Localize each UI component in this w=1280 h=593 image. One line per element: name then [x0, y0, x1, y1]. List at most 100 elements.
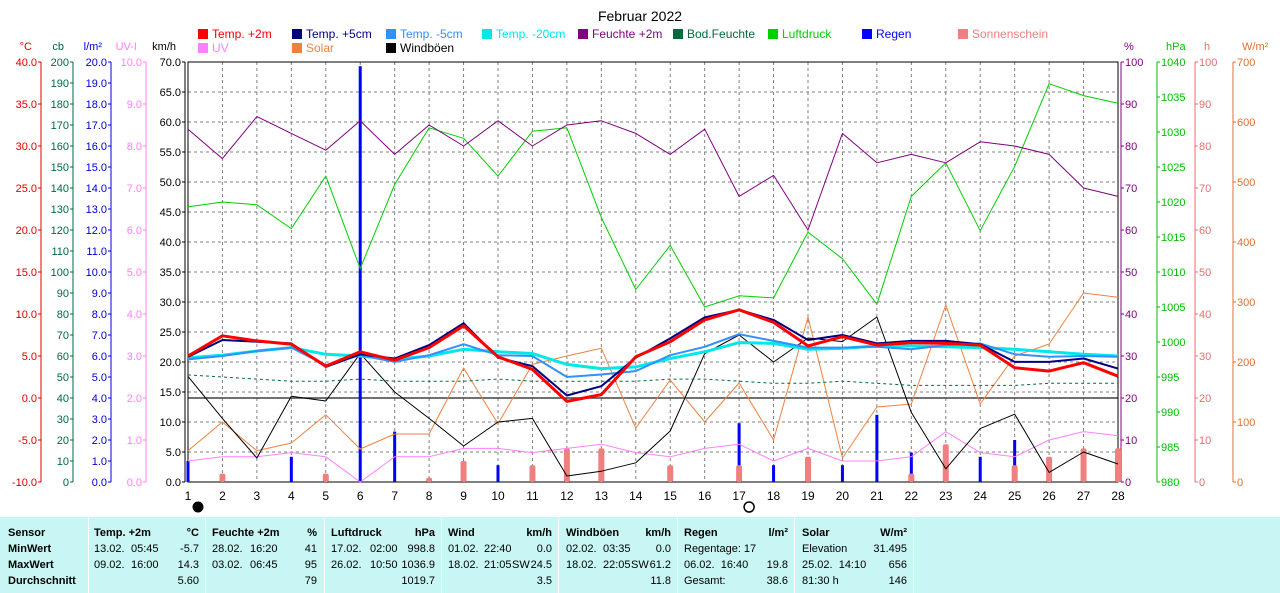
- right-axis-tick-label: 20: [1199, 393, 1211, 405]
- left-axis-tick-label: 6.0: [127, 225, 142, 237]
- left-axis-tick-label: 9.0: [127, 99, 142, 111]
- boeen-min-date: 02.02.: [566, 543, 597, 555]
- solar-max-value: 656: [888, 559, 907, 571]
- left-axis-tick-label: 60.0: [160, 117, 181, 129]
- temp-5cm-line: [187, 308, 1119, 397]
- sonnenschein-bar: [1011, 465, 1018, 482]
- temp-max-time: 16:00: [131, 559, 159, 571]
- sonnenschein-bar: [942, 444, 949, 482]
- legend-label: UV: [212, 41, 229, 55]
- left-axis-tick-label: 20: [57, 435, 69, 447]
- luftdruck-min-time: 02:00: [370, 543, 398, 555]
- regen-bar: [289, 456, 293, 482]
- x-tick-label: 7: [391, 489, 398, 503]
- right-axis-tick-label: 50: [1125, 267, 1137, 279]
- left-axis-tick-label: 3.0: [127, 351, 142, 363]
- legend-label: Windböen: [400, 41, 454, 55]
- x-tick-label: 11: [526, 489, 539, 503]
- right-axis-tick-label: 10: [1125, 435, 1137, 447]
- regen-title: Regen: [684, 527, 718, 539]
- left-axis-tick-label: 8.0: [92, 309, 107, 321]
- legend-label: Sonnenschein: [972, 27, 1048, 41]
- right-axis-unit: W/m²: [1242, 41, 1269, 53]
- right-axis-unit: %: [1124, 41, 1134, 53]
- regen-total-value: 38.6: [766, 575, 788, 587]
- left-axis-tick-label: 140: [51, 183, 69, 195]
- sonnenschein-bar: [736, 465, 743, 482]
- right-axis-tick-label: 60: [1125, 225, 1137, 237]
- legend-label: Luftdruck: [782, 27, 832, 41]
- left-axis-tick-label: 150: [51, 162, 69, 174]
- summary-sensor: Sensor MinWert MaxWert Durchschnitt: [0, 517, 88, 593]
- legend-swatch: [386, 43, 396, 53]
- right-axis-tick-label: 90: [1199, 99, 1211, 111]
- regen-days-label: Regentage: 17: [684, 543, 757, 555]
- luftdruck-title: Luftdruck: [331, 527, 382, 539]
- feuchte-max-time: 06:45: [250, 559, 278, 571]
- regen-bar: [186, 461, 190, 482]
- left-axis-tick-label: 11.0: [86, 246, 107, 258]
- summary-windboeen: Windböen km/h 02.02. 03:35 0.0 18.02. 22…: [559, 517, 677, 593]
- boeen-min-value: 0.0: [655, 543, 671, 555]
- regen-bar: [978, 456, 982, 482]
- legend-label: Temp. +2m: [212, 27, 272, 41]
- sonnenschein-bar: [908, 473, 915, 482]
- feuchte-min-time: 16:20: [250, 543, 278, 555]
- right-axis-tick-label: 100: [1199, 57, 1217, 69]
- wind-max-date: 18.02.: [448, 559, 479, 571]
- right-axis-tick-label: 1030: [1161, 127, 1185, 139]
- solar-hours-label: 81:30 h: [802, 575, 839, 587]
- right-axis-tick-label: 500: [1237, 177, 1255, 189]
- left-axis-tick-label: 35.0: [160, 267, 181, 279]
- row-label-min: MinWert: [8, 543, 52, 555]
- luftdruck-min-date: 17.02.: [331, 543, 362, 555]
- temp-min-time: 05:45: [131, 543, 159, 555]
- left-axis-tick-label: 70: [57, 330, 69, 342]
- temp-unit: °C: [186, 527, 199, 539]
- boeen-unit: km/h: [645, 527, 671, 539]
- left-axis-tick-label: 15.0: [16, 267, 37, 279]
- x-tick-label: 23: [939, 489, 953, 503]
- right-axis-tick-label: 700: [1237, 57, 1255, 69]
- left-axis-tick-label: 20.0: [160, 357, 181, 369]
- solar-line: [187, 292, 1119, 459]
- right-axis-tick-label: 1035: [1161, 92, 1185, 104]
- x-tick-label: 8: [426, 489, 433, 503]
- left-axis-tick-label: 55.0: [160, 147, 181, 159]
- x-tick-label: 4: [288, 489, 295, 503]
- right-axis-tick-label: 200: [1237, 357, 1255, 369]
- right-axis-tick-label: 80: [1199, 141, 1211, 153]
- left-axis-tick-label: 25.0: [16, 183, 37, 195]
- left-axis-tick-label: 0: [63, 477, 69, 489]
- left-axis-tick-label: 12.0: [86, 225, 107, 237]
- left-axis-tick-label: 40.0: [160, 237, 181, 249]
- left-axis-tick-label: 50: [57, 372, 69, 384]
- right-axis-tick-label: 40: [1125, 309, 1137, 321]
- right-axis-tick-label: 1015: [1161, 232, 1185, 244]
- plot-frame: [187, 61, 1119, 483]
- regen-bar: [875, 414, 879, 482]
- x-tick-label: 9: [460, 489, 467, 503]
- summary-luftdruck: Luftdruck hPa 17.02. 02:00 998.8 26.02. …: [325, 517, 441, 593]
- weather-chart: Februar 2022 °C40.035.030.025.020.015.01…: [12, 8, 1269, 513]
- left-axis-tick-label: 50.0: [160, 177, 181, 189]
- solar-elevation-value: 31.495: [873, 543, 907, 555]
- left-axis-unit: cb: [52, 41, 64, 53]
- left-axis-tick-label: 170: [51, 120, 69, 132]
- left-axis-tick-label: -10.0: [12, 477, 37, 489]
- luftdruck-unit: hPa: [414, 527, 435, 539]
- sonnenschein-bar: [563, 448, 570, 482]
- left-axis-tick-label: 0.0: [22, 393, 37, 405]
- sonnenschein-bar: [460, 461, 467, 482]
- right-axis-tick-label: 300: [1237, 297, 1255, 309]
- wind-min-date: 01.02.: [448, 543, 479, 555]
- axes: °C40.035.030.025.020.015.010.05.00.0-5.0…: [12, 41, 1269, 503]
- left-axis-tick-label: 35.0: [16, 99, 37, 111]
- left-axis-tick-label: 0.0: [127, 477, 142, 489]
- solar-unit: W/m²: [880, 527, 907, 539]
- right-axis-tick-label: 1040: [1161, 57, 1185, 69]
- left-axis-tick-label: 180: [51, 99, 69, 111]
- x-tick-label: 3: [254, 489, 261, 503]
- right-axis-tick-label: 1020: [1161, 197, 1185, 209]
- temp-2m-line: [187, 308, 1119, 403]
